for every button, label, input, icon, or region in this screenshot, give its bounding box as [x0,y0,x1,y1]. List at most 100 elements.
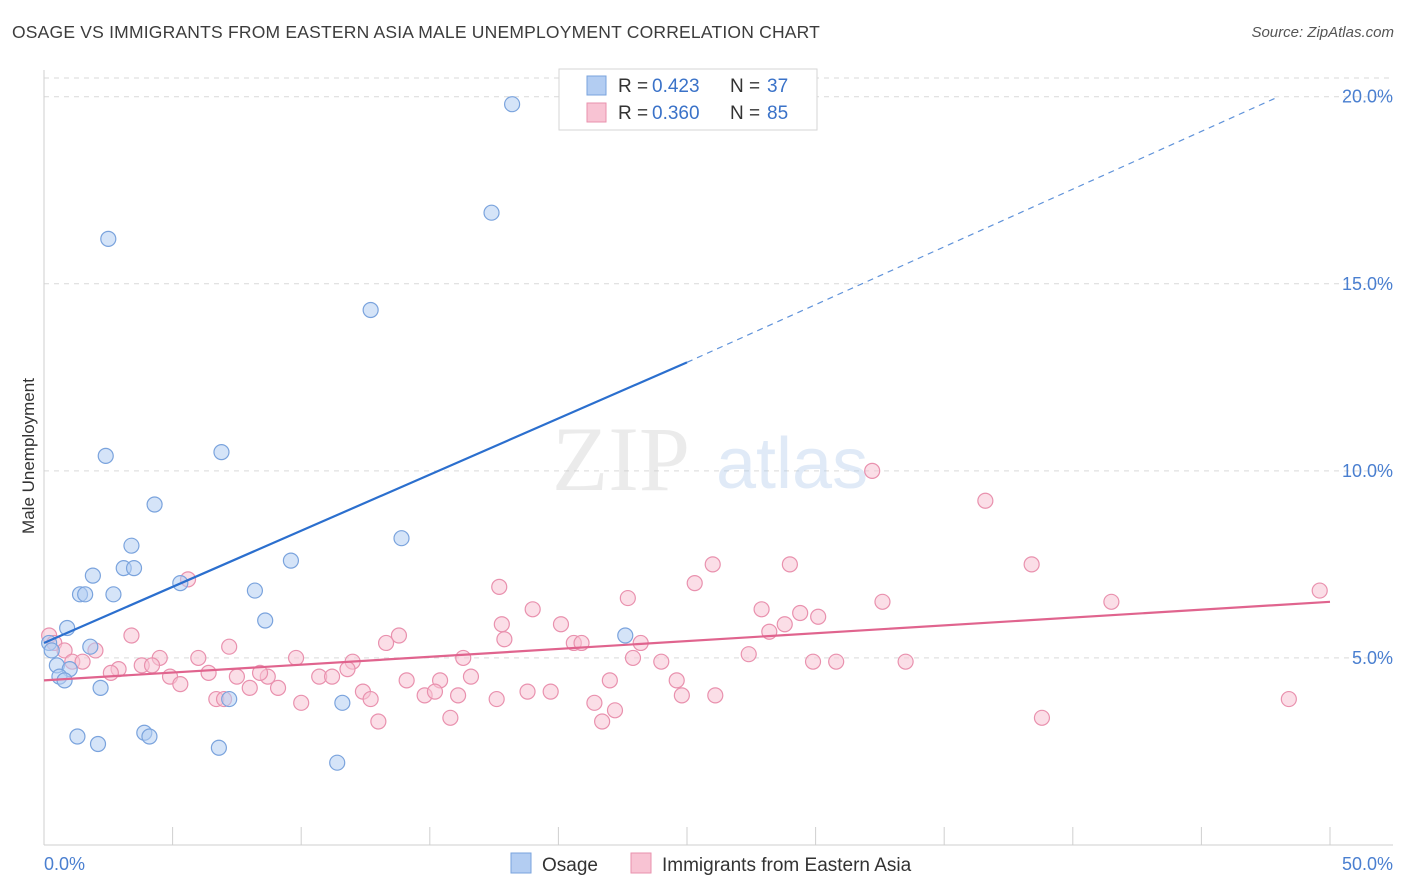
imm-point [123,627,140,644]
imm-point [491,578,508,595]
imm-point [686,574,703,592]
imm-point [362,690,379,708]
bottom-legend-imm-label: Immigrants from Eastern Asia [662,855,912,876]
imm-point [1023,556,1040,573]
imm-point [874,593,891,610]
imm-trend-line [43,600,1331,682]
osage-point [221,690,238,708]
bottom-legend-imm-swatch [630,852,652,874]
gridlines [44,77,1393,659]
imm-point [619,589,636,607]
osage-trend-extension [686,96,1279,363]
imm-point [668,672,685,689]
osage-point [125,560,143,577]
imm-point [653,653,670,670]
imm-point [74,653,91,670]
imm-point [828,653,845,670]
legend-osage-swatch [586,75,607,96]
imm-point [519,683,536,700]
y-tick-labels: 5.0% 10.0% 15.0% 20.0% [1342,87,1393,668]
legend-imm-n-value: 85 [767,103,788,124]
osage-point [483,204,500,221]
osage-point [617,627,634,644]
imm-point [398,672,415,689]
imm-point [426,683,444,700]
imm-point [496,631,513,648]
bottom-legend-osage-label: Osage [542,855,598,876]
imm-point [293,694,310,711]
imm-point [323,668,341,685]
osage-point [89,735,107,753]
imm-point [493,616,510,633]
osage-point [97,447,114,464]
imm-point [488,690,505,708]
osage-point [213,444,230,461]
legend-imm-r-label: R = [618,103,648,124]
series-legend: Osage Immigrants from Eastern Asia [510,852,912,876]
y-tick-label: 20.0% [1342,87,1393,107]
imm-point [339,661,356,678]
imm-point [753,601,770,618]
imm-point [601,672,618,689]
osage-point [329,754,346,771]
osage-point [257,612,274,629]
imm-point [781,556,798,573]
imm-point [143,657,161,674]
imm-point [241,679,258,696]
osage-point [146,496,163,513]
chart-title: OSAGE VS IMMIGRANTS FROM EASTERN ASIA MA… [12,22,821,42]
x-axis-ticks [43,827,1331,845]
x-tick-label-min: 0.0% [44,854,85,874]
imm-point [740,646,757,663]
imm-point [1311,582,1328,599]
imm-point [462,668,480,685]
imm-point [251,664,269,681]
imm-point [455,649,472,667]
trend-lines [43,96,1331,682]
imm-point [594,713,611,730]
osage-point [69,728,86,745]
imm-point [864,462,881,479]
osage-point [334,694,351,711]
imm-point [377,634,395,652]
osage-point [105,586,122,603]
imm-point [704,556,721,573]
imm-point [221,638,238,655]
watermark-zip: ZIP [552,408,690,510]
series-osage-points [41,96,634,771]
osage-point [92,679,109,696]
osage-trend-line [43,361,688,644]
imm-point [200,664,217,681]
imm-point [776,616,793,633]
y-tick-label: 10.0% [1342,461,1393,481]
osage-point [43,642,60,659]
imm-point [977,492,994,509]
imm-point [810,608,827,625]
watermark-atlas: atlas [716,424,868,504]
imm-point [804,653,822,670]
imm-point [172,676,189,693]
osage-point [210,739,227,756]
bottom-legend-osage-swatch [510,852,532,874]
correlation-legend: R = 0.423 N = 37 R = 0.360 N = 85 [558,68,818,131]
legend-imm-swatch [586,102,607,123]
imm-point [524,601,541,618]
osage-point [82,638,99,655]
imm-point [287,649,305,667]
osage-point [282,552,300,569]
imm-point [269,679,287,696]
imm-point [449,687,467,704]
imm-point [190,649,207,667]
osage-point [100,230,117,247]
imm-point [707,687,724,704]
osage-point [77,586,94,603]
osage-point [362,301,379,319]
x-tick-label-max: 50.0% [1342,854,1393,874]
imm-point [897,653,914,670]
imm-point [552,616,570,633]
watermark: ZIP atlas [552,408,868,510]
osage-point [504,96,521,113]
imm-point [1280,690,1297,708]
osage-point [141,728,158,745]
